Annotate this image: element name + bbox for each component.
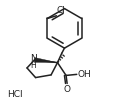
Text: O: O xyxy=(63,85,70,94)
Text: HCl: HCl xyxy=(7,90,22,99)
Text: OH: OH xyxy=(76,70,90,79)
Text: H: H xyxy=(30,61,36,70)
Text: Cl: Cl xyxy=(56,6,65,15)
Polygon shape xyxy=(34,58,57,63)
Text: N: N xyxy=(30,54,36,63)
